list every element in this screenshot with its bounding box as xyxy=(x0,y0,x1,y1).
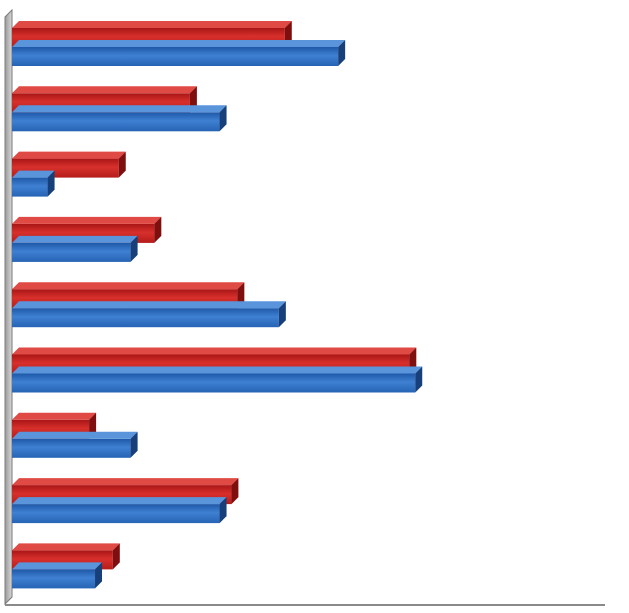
bar-front xyxy=(12,438,131,458)
bar-top xyxy=(12,282,245,290)
category-group xyxy=(12,86,227,132)
bar xyxy=(12,40,346,66)
bar-front xyxy=(12,47,339,66)
bar-top xyxy=(12,21,292,28)
bar-top xyxy=(12,562,103,570)
category-group xyxy=(12,216,162,262)
bar xyxy=(12,366,423,393)
bar-end xyxy=(338,40,346,66)
bar-top xyxy=(12,105,227,113)
bar-front xyxy=(12,569,96,589)
bar-end xyxy=(154,216,162,243)
bar-end xyxy=(231,478,239,505)
bar xyxy=(12,431,138,458)
category-group xyxy=(12,412,138,458)
bar-top xyxy=(12,40,346,47)
bar-top xyxy=(12,543,120,551)
bar-end xyxy=(219,105,227,132)
bar-end xyxy=(278,301,286,328)
bar-end xyxy=(112,543,120,570)
bar-end xyxy=(130,431,138,458)
bar xyxy=(12,170,55,197)
category-group xyxy=(12,478,239,524)
bar-top xyxy=(12,151,126,159)
bar-front xyxy=(12,504,220,524)
category-group xyxy=(12,543,120,589)
category-group xyxy=(12,282,286,328)
bar-top xyxy=(12,366,423,374)
bar-front xyxy=(12,308,279,328)
bar-end xyxy=(47,170,55,197)
bar xyxy=(12,301,286,328)
bar-top xyxy=(12,412,97,420)
bar-top xyxy=(12,86,197,94)
bar-top xyxy=(12,170,55,178)
category-group xyxy=(12,21,346,66)
bar-top xyxy=(12,216,162,224)
axes xyxy=(4,8,605,606)
bar-front xyxy=(12,373,416,393)
bar-end xyxy=(415,366,423,393)
bar-top xyxy=(12,301,286,309)
bar-end xyxy=(95,562,103,589)
category-group xyxy=(12,151,126,197)
bar-front xyxy=(12,242,131,262)
bar-front xyxy=(12,112,220,132)
bar-end xyxy=(130,235,138,262)
bar-top xyxy=(12,431,138,439)
bar-top xyxy=(12,235,138,243)
bar-top xyxy=(12,497,227,505)
bar-top xyxy=(12,478,239,486)
bar xyxy=(12,235,138,262)
y-axis-wall xyxy=(4,8,13,606)
bar-end xyxy=(219,497,227,524)
bar-end xyxy=(118,151,126,178)
bar xyxy=(12,105,227,132)
bars xyxy=(12,21,423,589)
bar xyxy=(12,497,227,524)
bar xyxy=(12,562,103,589)
bar-top xyxy=(12,347,417,355)
category-group xyxy=(12,347,423,393)
bar-front xyxy=(12,177,48,197)
